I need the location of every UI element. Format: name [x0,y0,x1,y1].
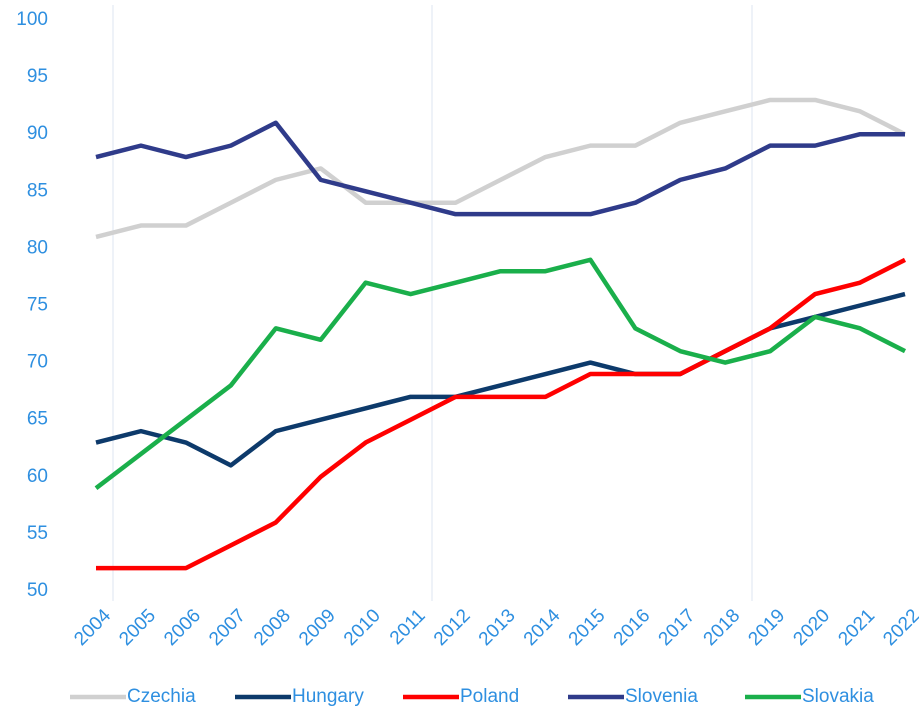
legend-label: Czechia [127,686,196,707]
y-tick-label: 90 [27,123,48,144]
y-tick-label: 60 [27,466,48,487]
x-tick-label: 2019 [745,605,790,650]
x-tick-label: 2014 [520,605,565,650]
x-tick-label: 2012 [430,605,475,650]
y-tick-label: 80 [27,237,48,258]
x-tick-label: 2021 [834,605,879,650]
x-tick-label: 2010 [340,605,385,650]
y-tick-label: 50 [27,580,48,601]
legend-label: Slovakia [802,686,874,707]
series-line [95,97,907,240]
y-tick-label: 65 [27,409,48,430]
x-tick-label: 2007 [205,605,250,650]
legend-label: Poland [460,686,519,707]
x-tick-label: 2006 [160,605,205,650]
x-tick-label: 2011 [386,605,430,649]
y-tick-label: 55 [27,523,48,544]
legend-label: Slovenia [625,686,698,707]
x-tick-label: 2018 [700,605,745,650]
x-tick-label: 2022 [879,605,919,650]
x-tick-label: 2008 [250,605,295,650]
x-tick-label: 2016 [610,605,655,650]
x-tick-label: 2020 [789,605,834,650]
x-tick-label: 2009 [295,605,340,650]
x-tick-label: 2013 [475,605,520,650]
series-line [95,120,905,217]
x-tick-label: 2005 [115,605,160,650]
y-tick-label: 85 [27,180,48,201]
x-tick-label: 2004 [70,605,115,650]
y-tick-label: 95 [27,66,48,87]
legend-label: Hungary [292,686,364,707]
series-line [94,257,907,491]
y-tick-label: 70 [27,352,48,373]
series-line [96,257,907,571]
y-tick-label: 100 [16,9,48,30]
x-tick-label: 2015 [565,605,610,650]
y-tick-label: 75 [27,295,48,316]
x-tick-label: 2017 [655,605,700,650]
